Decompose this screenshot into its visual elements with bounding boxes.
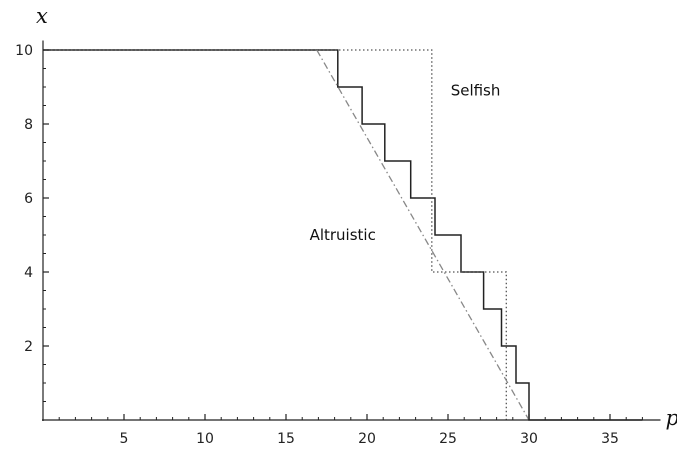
y-tick-label: 4 bbox=[24, 265, 33, 281]
y-axis-label: x bbox=[36, 4, 48, 28]
x-tick-label: 35 bbox=[601, 431, 619, 447]
series-line-dashdot bbox=[316, 49, 530, 421]
x-tick-label: 25 bbox=[439, 431, 457, 447]
y-tick-label: 10 bbox=[15, 43, 33, 59]
annotation-altruistic: Altruistic bbox=[310, 226, 376, 244]
y-tick-label: 8 bbox=[24, 117, 33, 133]
series-line-solid bbox=[43, 49, 643, 421]
x-axis-label: p bbox=[666, 406, 677, 430]
x-tick-label: 5 bbox=[120, 431, 129, 447]
axes-layer bbox=[42, 40, 661, 421]
annotation-selfish: Selfish bbox=[451, 82, 501, 100]
y-tick-label: 6 bbox=[24, 191, 33, 207]
x-tick-label: 15 bbox=[277, 431, 295, 447]
y-tick-label: 2 bbox=[24, 339, 33, 355]
x-tick-label: 20 bbox=[358, 431, 376, 447]
series-layer bbox=[43, 49, 643, 421]
x-tick-label: 30 bbox=[520, 431, 538, 447]
text-layer: 5 10 15 20 25 30 35 2 4 6 8 10 p x Selfish Altruistic bbox=[15, 4, 677, 447]
x-tick-label: 10 bbox=[196, 431, 214, 447]
